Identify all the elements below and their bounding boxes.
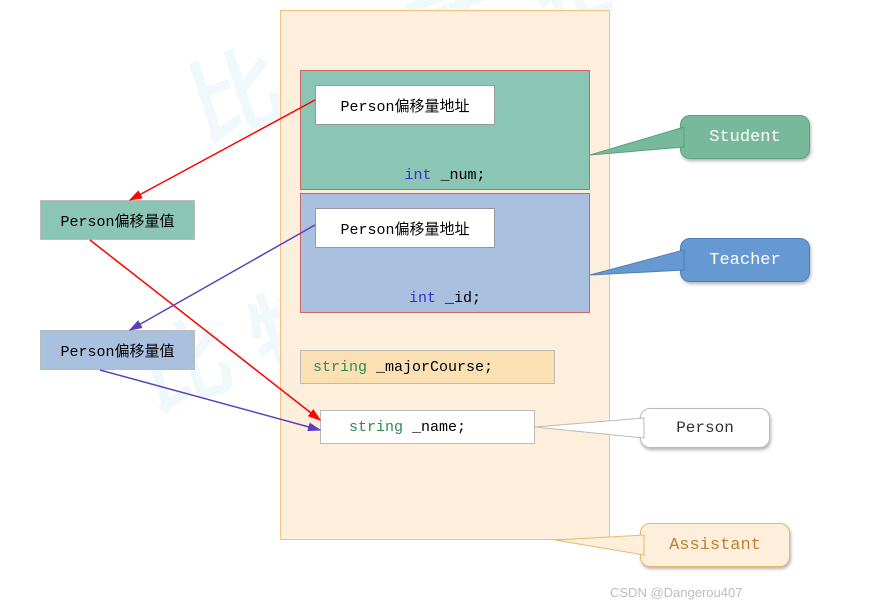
- teacher-callout-text: Teacher: [709, 251, 780, 270]
- offval1-prefix: Person: [60, 214, 114, 231]
- student-callout: Student: [680, 115, 810, 159]
- teacher-addr-suffix: 偏移量地址: [395, 222, 470, 239]
- name-box: string _name;: [320, 410, 535, 444]
- major-type: string: [313, 359, 367, 376]
- teacher-member: int _id;: [300, 283, 590, 313]
- teacher-addr-prefix: Person: [340, 222, 394, 239]
- student-member: int _num;: [300, 160, 590, 190]
- name-type: string: [349, 419, 403, 436]
- major-course-box: string _majorCourse;: [300, 350, 555, 384]
- person-callout-text: Person: [676, 419, 734, 437]
- student-addr-suffix: 偏移量地址: [395, 99, 470, 116]
- offval1-suffix: 偏移量值: [115, 214, 175, 231]
- student-mem-type: int: [404, 167, 431, 184]
- teacher-callout: Teacher: [680, 238, 810, 282]
- teacher-mem-name: _id;: [436, 290, 481, 307]
- csdn-watermark: CSDN @Dangerou407: [610, 585, 742, 600]
- major-name: _majorCourse;: [367, 359, 493, 376]
- offval2-suffix: 偏移量值: [115, 344, 175, 361]
- student-mem-name: _num;: [432, 167, 486, 184]
- assistant-callout-text: Assistant: [669, 536, 761, 555]
- assistant-callout: Assistant: [640, 523, 790, 567]
- student-callout-text: Student: [709, 128, 780, 147]
- offset-value-2: Person偏移量值: [40, 330, 195, 370]
- teacher-addr-box: Person偏移量地址: [315, 208, 495, 248]
- name-name: _name;: [403, 419, 466, 436]
- offval2-prefix: Person: [60, 344, 114, 361]
- student-addr-prefix: Person: [340, 99, 394, 116]
- teacher-mem-type: int: [409, 290, 436, 307]
- offset-value-1: Person偏移量值: [40, 200, 195, 240]
- person-callout: Person: [640, 408, 770, 448]
- student-addr-box: Person偏移量地址: [315, 85, 495, 125]
